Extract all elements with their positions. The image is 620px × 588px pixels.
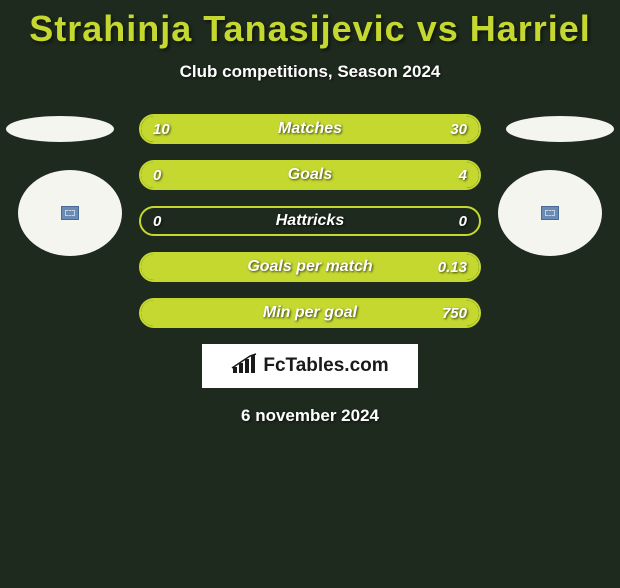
stat-label: Goals [141, 162, 479, 188]
player-right-badge [506, 116, 614, 142]
player-left-avatar [18, 170, 122, 256]
page-subtitle: Club competitions, Season 2024 [0, 62, 620, 82]
stat-bar: Goals0 4 [139, 160, 481, 190]
stat-bar: Goals per match0.13 [139, 252, 481, 282]
player-right-avatar [498, 170, 602, 256]
stat-label: Hattricks [141, 208, 479, 234]
stat-value-left: 10 [153, 116, 170, 142]
brand-box[interactable]: FcTables.com [202, 344, 418, 388]
stat-value-right: 0.13 [438, 254, 467, 280]
date-label: 6 november 2024 [0, 406, 620, 426]
stats-area: Matches1030Goals04Hattricks00Goals per m… [0, 114, 620, 328]
stat-value-left: 0 [153, 162, 161, 188]
chart-icon [231, 353, 257, 380]
stat-value-left: 0 [153, 208, 161, 234]
image-placeholder-icon [541, 206, 559, 220]
player-left-badge [6, 116, 114, 142]
stat-value-right: 0 [459, 208, 467, 234]
stat-bar: Hattricks0 0 [139, 206, 481, 236]
stat-bar: Min per goal750 [139, 298, 481, 328]
stat-label: Matches [141, 116, 479, 142]
brand-label: FcTables.com [263, 355, 388, 377]
image-placeholder-icon [61, 206, 79, 220]
stat-label: Goals per match [141, 254, 479, 280]
stat-bar: Matches10 30 [139, 114, 481, 144]
stat-value-right: 4 [459, 162, 467, 188]
stat-bars: Matches1030Goals04Hattricks00Goals per m… [139, 114, 481, 328]
stat-value-right: 30 [450, 116, 467, 142]
stat-label: Min per goal [141, 300, 479, 326]
stat-value-right: 750 [442, 300, 467, 326]
page-title: Strahinja Tanasijevic vs Harriel [0, 8, 620, 50]
